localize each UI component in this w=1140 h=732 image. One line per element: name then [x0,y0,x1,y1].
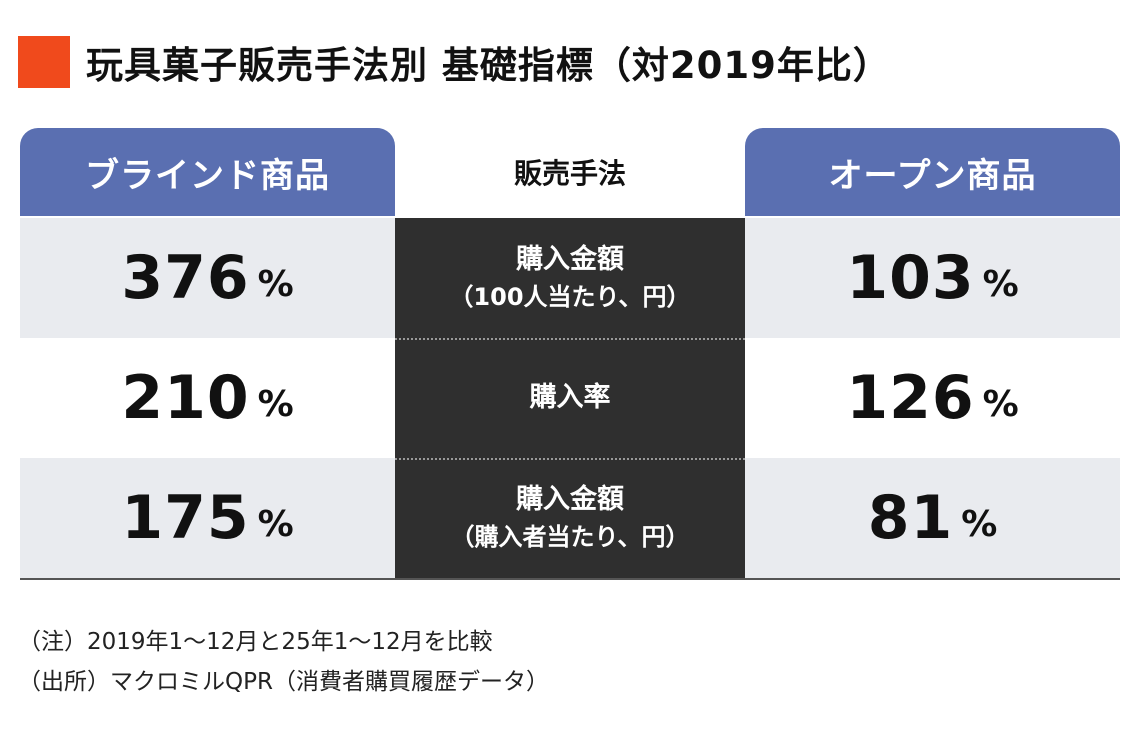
blind-value-cell: 175% [20,458,395,578]
footnote: （注）2019年1～12月と25年1～12月を比較 [18,629,493,655]
percent-unit: % [257,263,294,305]
table-bottom-rule [20,578,1120,580]
open-value: 103 [846,243,975,313]
metric-label-cell: 購入金額 （購入者当たり、円） [395,458,745,578]
metric-sublabel: （100人当たり、円） [449,283,691,311]
blind-value-cell: 210% [20,338,395,458]
blind-value: 175 [121,483,250,553]
open-value-cell: 81% [745,458,1120,578]
header-sales-method: 販売手法 [513,157,626,190]
dotted-separator [395,458,745,460]
percent-unit: % [982,383,1019,425]
blind-value: 210 [121,363,250,433]
metric-label: 購入金額 [516,244,624,275]
table-row: 210% 購入率 126% [20,338,1120,458]
chart-title: 玩具菓子販売手法別 基礎指標（対2019年比） [86,44,891,87]
metric-label-cell: 購入率 [395,338,745,458]
percent-unit: % [961,503,998,545]
percent-unit: % [257,383,294,425]
metric-label: 購入率 [529,382,611,413]
open-value: 126 [846,363,975,433]
open-value-cell: 103% [745,218,1120,338]
metric-label-cell: 購入金額 （100人当たり、円） [395,218,745,338]
header-open-products: オープン商品 [745,128,1120,216]
percent-unit: % [257,503,294,545]
dotted-separator [395,338,745,340]
blind-value-cell: 376% [20,218,395,338]
open-value: 81 [867,483,954,553]
metric-label: 購入金額 [516,484,624,515]
title-marker-square [18,36,70,88]
percent-unit: % [982,263,1019,305]
table-row: 376% 購入金額 （100人当たり、円） 103% [20,218,1120,338]
source-note: （出所）マクロミルQPR（消費者購買履歴データ） [18,669,549,695]
blind-value: 376 [121,243,250,313]
open-value-cell: 126% [745,338,1120,458]
title-row: 玩具菓子販売手法別 基礎指標（対2019年比） [18,34,891,90]
table-row: 175% 購入金額 （購入者当たり、円） 81% [20,458,1120,578]
header-blind-products: ブラインド商品 [20,128,395,216]
metric-sublabel: （購入者当たり、円） [450,523,690,551]
